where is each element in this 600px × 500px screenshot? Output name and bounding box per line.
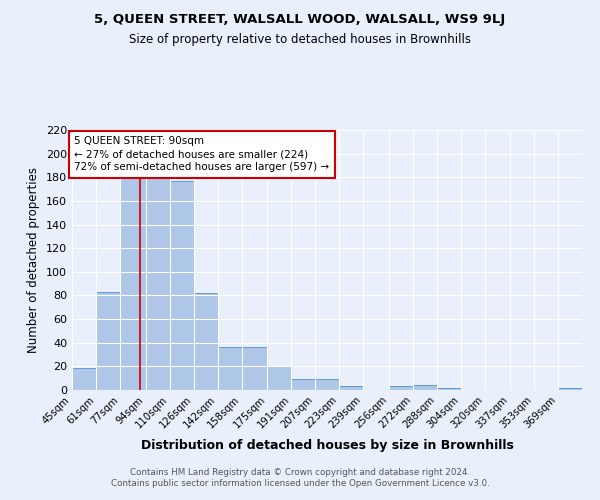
Bar <box>558 388 582 390</box>
Bar <box>437 388 461 390</box>
Bar <box>193 293 218 390</box>
Text: 5, QUEEN STREET, WALSALL WOOD, WALSALL, WS9 9LJ: 5, QUEEN STREET, WALSALL WOOD, WALSALL, … <box>94 12 506 26</box>
Bar <box>315 380 339 390</box>
Bar <box>96 292 120 390</box>
Bar <box>413 386 437 390</box>
Bar <box>339 386 363 390</box>
Bar <box>146 176 170 390</box>
Y-axis label: Number of detached properties: Number of detached properties <box>28 167 40 353</box>
Bar <box>72 368 96 390</box>
Bar <box>267 366 291 390</box>
Text: Size of property relative to detached houses in Brownhills: Size of property relative to detached ho… <box>129 32 471 46</box>
Bar <box>241 348 267 390</box>
X-axis label: Distribution of detached houses by size in Brownhills: Distribution of detached houses by size … <box>140 439 514 452</box>
Bar <box>218 348 241 390</box>
Bar <box>389 386 413 390</box>
Text: 5 QUEEN STREET: 90sqm
← 27% of detached houses are smaller (224)
72% of semi-det: 5 QUEEN STREET: 90sqm ← 27% of detached … <box>74 136 329 172</box>
Bar <box>291 380 315 390</box>
Text: Contains HM Land Registry data © Crown copyright and database right 2024.
Contai: Contains HM Land Registry data © Crown c… <box>110 468 490 487</box>
Bar <box>170 181 193 390</box>
Bar <box>120 178 146 390</box>
